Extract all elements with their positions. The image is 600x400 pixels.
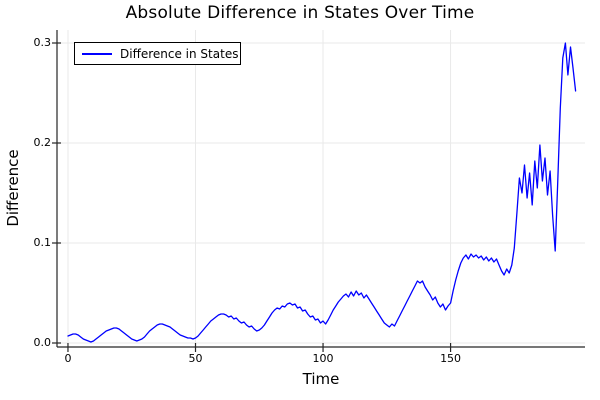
legend-line-swatch [82,52,112,55]
y-tick-label: 0.1 [33,236,52,249]
y-tick-label: 0.2 [33,136,52,149]
y-axis-label: Difference [4,149,22,227]
chart-title: Absolute Difference in States Over Time [125,3,475,23]
y-tick-label: 0.0 [33,336,52,349]
y-tick-label: 0.3 [33,36,52,49]
legend-label: Difference in States [120,46,239,61]
x-tick-label: 150 [440,352,462,365]
x-axis-label: Time [302,370,340,388]
series-line [67,42,577,343]
legend: Difference in States [74,42,241,65]
x-tick-label: 100 [312,352,334,365]
x-tick-label: 0 [64,352,72,365]
x-tick-label: 50 [188,352,203,365]
